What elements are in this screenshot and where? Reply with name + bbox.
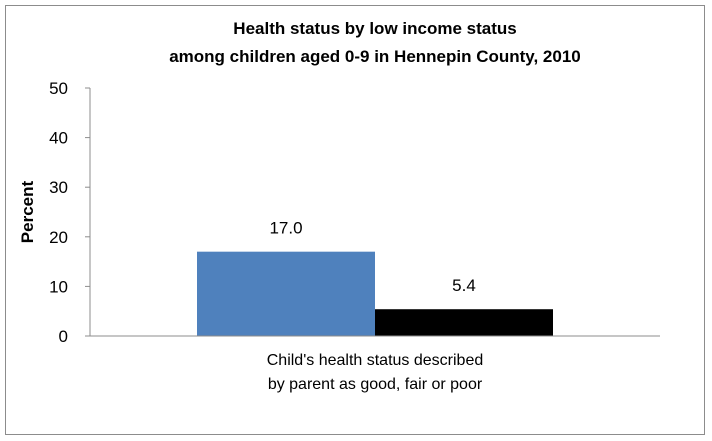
x-axis: Child's health status described by parent… (90, 335, 660, 393)
x-category-label: by parent as good, fair or poor (268, 376, 483, 393)
chart-title-line-1: Health status by low income status (233, 19, 516, 38)
y-tick-label: 10 (49, 277, 68, 296)
y-axis-label: Percent (18, 180, 37, 243)
chart-frame (5, 5, 705, 435)
data-label: 5.4 (452, 276, 476, 295)
y-axis: 0 10 20 30 40 50 (49, 79, 91, 346)
data-label: 17.0 (269, 219, 302, 238)
y-tick-label: 30 (49, 178, 68, 197)
x-category-label: Child's health status described (267, 352, 484, 369)
y-tick-label: 0 (59, 327, 68, 346)
bars: 17.0 5.4 (197, 219, 553, 336)
y-tick-label: 50 (49, 79, 68, 98)
chart-title-line-2: among children aged 0-9 in Hennepin Coun… (169, 47, 581, 66)
y-tick-label: 40 (49, 129, 68, 148)
y-tick-label: 20 (49, 228, 68, 247)
bar (375, 309, 553, 336)
bar (197, 251, 375, 336)
